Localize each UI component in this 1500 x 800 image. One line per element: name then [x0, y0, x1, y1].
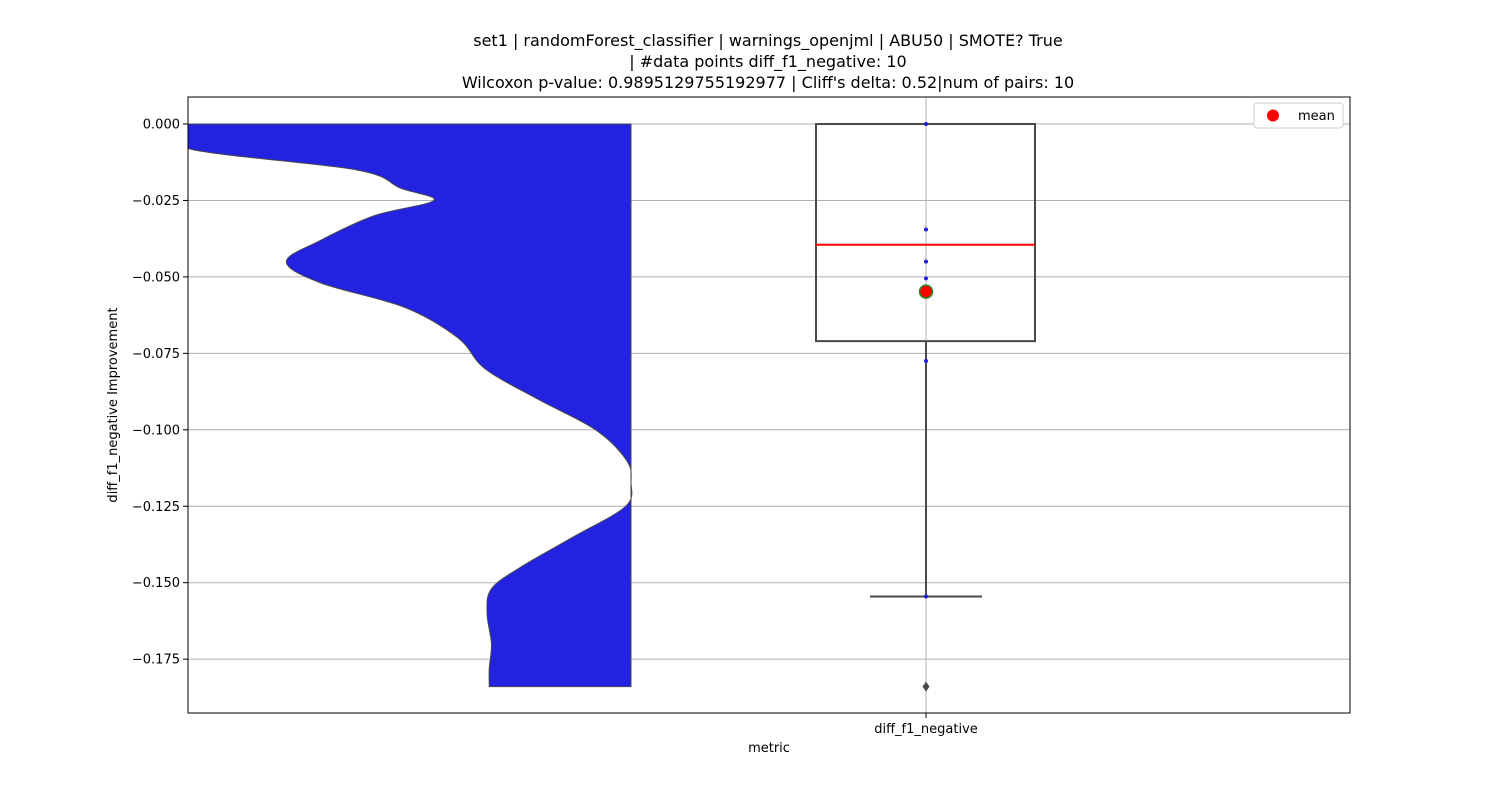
x-tick-label: diff_f1_negative [874, 722, 978, 737]
legend-label-mean: mean [1298, 109, 1335, 124]
y-tick-label: −0.100 [132, 423, 180, 438]
y-tick-label: 0.000 [143, 118, 180, 133]
data-point [924, 276, 928, 281]
x-axis: diff_f1_negative [874, 713, 978, 737]
legend: mean [1253, 102, 1344, 129]
y-tick-label: −0.075 [132, 347, 180, 362]
plot-area-frame [187, 96, 1351, 714]
mean-marker [918, 284, 934, 299]
y-tick-label: −0.050 [132, 270, 180, 285]
data-point [924, 259, 928, 264]
chart-title-line-2: | #data points diff_f1_negative: 10 [629, 52, 906, 72]
data-point [924, 358, 928, 363]
violin [188, 123, 633, 688]
y-axis-label: diff_f1_negative Improvement [106, 307, 121, 502]
y-tick-label: −0.150 [132, 576, 180, 591]
legend-marker-mean [1267, 109, 1279, 122]
x-axis-label: metric [748, 741, 790, 756]
y-tick-label: −0.025 [132, 194, 180, 209]
chart-title-line-1: set1 | randomForest_classifier | warning… [473, 31, 1063, 51]
chart-title-line-3: Wilcoxon p-value: 0.9895129755192977 | C… [462, 73, 1074, 92]
y-tick-label: −0.175 [132, 653, 180, 668]
box-outlier [922, 681, 930, 692]
data-point [924, 594, 928, 599]
data-point [924, 122, 928, 126]
legend-frame [1253, 102, 1344, 129]
y-axis: 0.000 −0.025 −0.050 −0.075 −0.100 −0.125 −0.15… [132, 118, 188, 668]
violin-body [188, 123, 633, 688]
y-tick-label: −0.125 [132, 500, 180, 515]
data-points [918, 122, 934, 599]
data-point [924, 227, 928, 232]
